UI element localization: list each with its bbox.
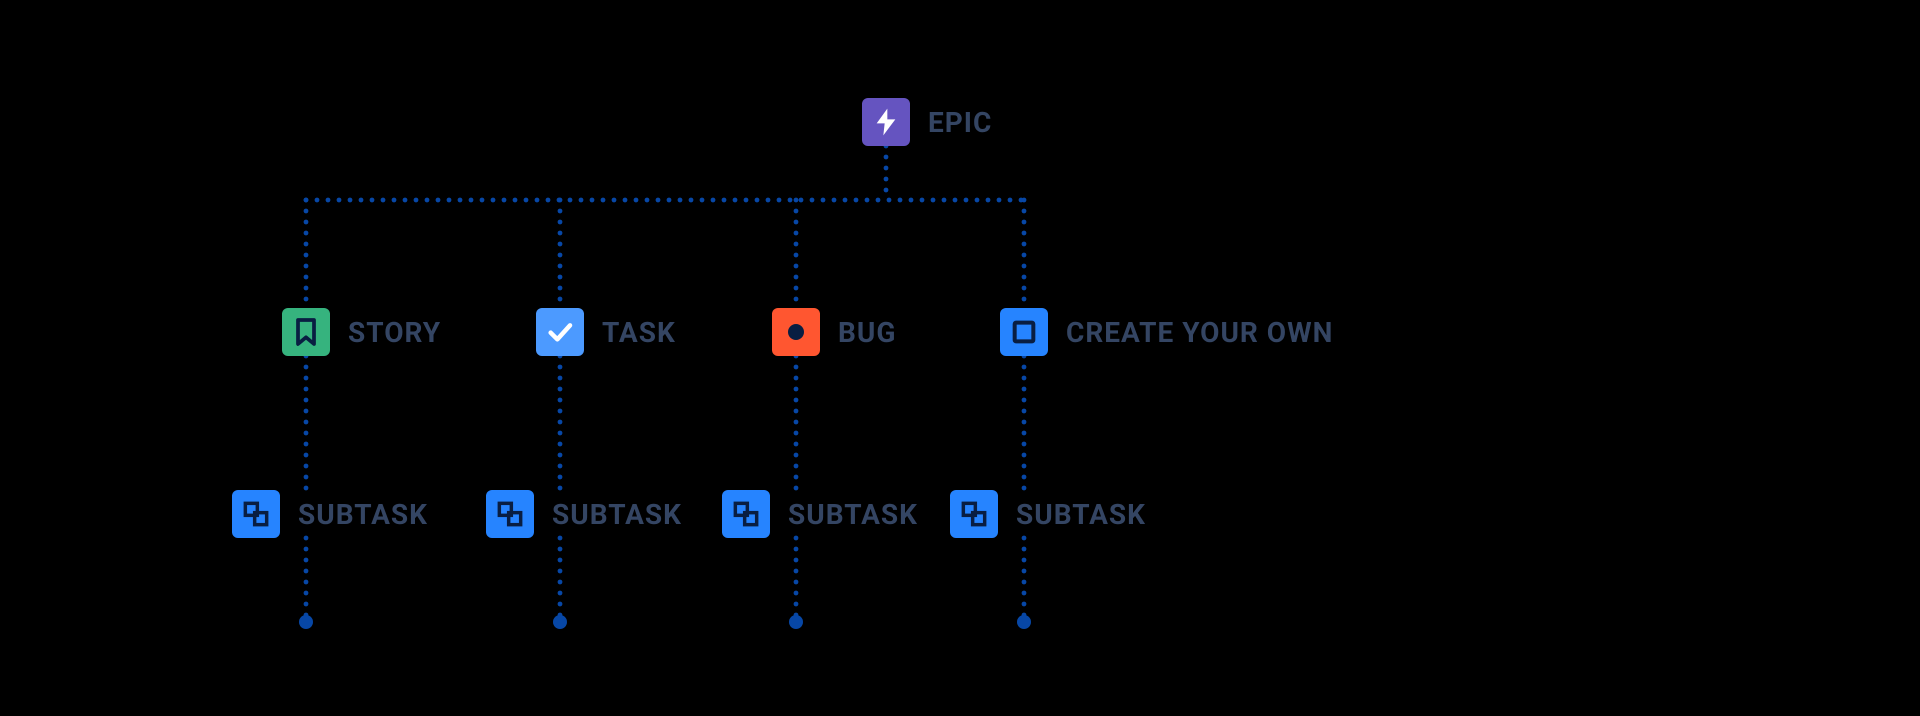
node-text: SUBTASK [298, 498, 428, 531]
node-text: CREATE YOUR OWN [1066, 316, 1333, 349]
hierarchy-diagram: EPIC STORY TASK BUG CREATE YOUR OWN SUBTASK SU… [0, 0, 1920, 716]
node-text: STORY [348, 316, 441, 349]
epic-node: EPIC [862, 98, 992, 146]
terminator-dot [789, 615, 803, 629]
task-node: TASK [536, 308, 676, 356]
lightning-icon [862, 98, 910, 146]
terminator-dot [299, 615, 313, 629]
subtask-icon [950, 490, 998, 538]
subtask-icon [486, 490, 534, 538]
bug-node: BUG [772, 308, 896, 356]
bookmark-icon [282, 308, 330, 356]
subtask-node: SUBTASK [232, 490, 428, 538]
terminator-dot [1017, 615, 1031, 629]
subtask-icon [722, 490, 770, 538]
square-icon [1000, 308, 1048, 356]
node-text: TASK [602, 316, 676, 349]
story-node: STORY [282, 308, 441, 356]
subtask-node: SUBTASK [486, 490, 682, 538]
custom-node: CREATE YOUR OWN [1000, 308, 1333, 356]
check-icon [536, 308, 584, 356]
circle-icon [772, 308, 820, 356]
node-text: SUBTASK [552, 498, 682, 531]
node-text: EPIC [928, 106, 992, 139]
node-text: SUBTASK [788, 498, 918, 531]
subtask-node: SUBTASK [950, 490, 1146, 538]
terminator-dot [553, 615, 567, 629]
node-text: BUG [838, 316, 896, 349]
subtask-icon [232, 490, 280, 538]
subtask-node: SUBTASK [722, 490, 918, 538]
node-text: SUBTASK [1016, 498, 1146, 531]
